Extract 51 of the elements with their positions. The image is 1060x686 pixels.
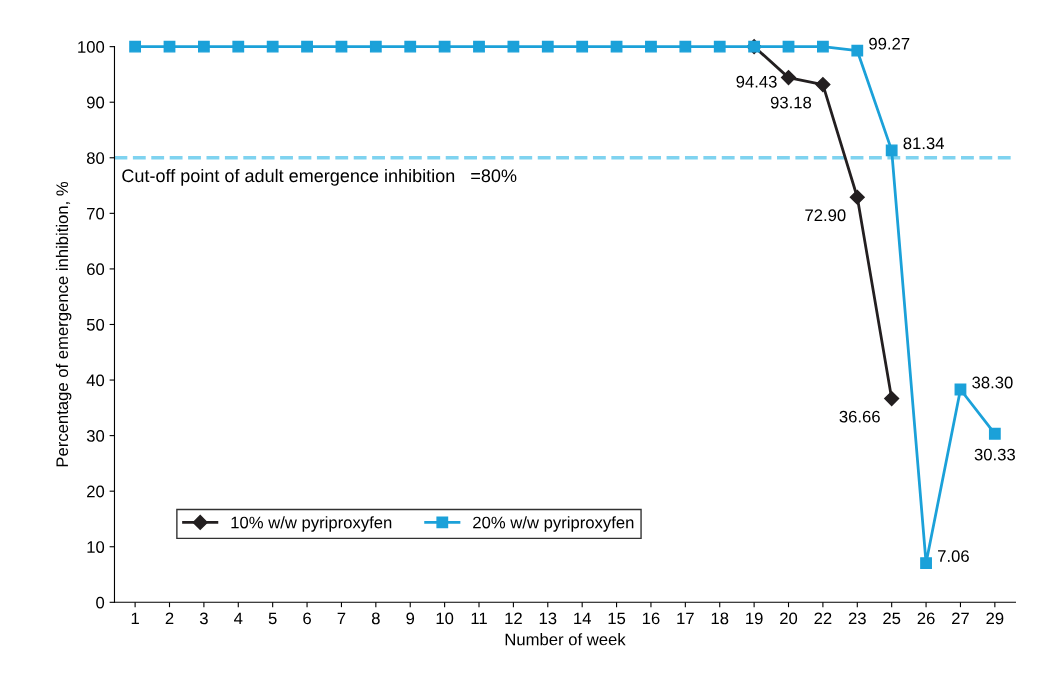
y-tick-label: 80	[86, 152, 105, 164]
x-tick-label: 25	[883, 612, 901, 625]
x-tick-label: 2	[165, 612, 174, 625]
y-tick-label: 70	[87, 207, 105, 220]
x-tick-label: 22	[814, 612, 832, 625]
y-tick-label: 50	[86, 318, 105, 331]
x-tick-label: 13	[539, 612, 557, 625]
x-tick-label: 14	[574, 612, 591, 625]
x-tick-label: 18	[711, 612, 729, 625]
data-label: 36.66	[839, 410, 880, 423]
x-tick-label: 9	[406, 612, 415, 625]
x-tick-label: 3	[199, 612, 208, 625]
x-tick-label: 27	[952, 612, 969, 625]
y-tick-label: 100	[78, 41, 105, 53]
y-tick-label: 90	[87, 96, 105, 109]
data-label: 94.43	[736, 75, 777, 88]
y-tick-label: 40	[86, 374, 105, 387]
y-tick-label: 30	[86, 430, 105, 442]
data-label: 7.06	[938, 550, 969, 562]
y-tick-label: 10	[87, 541, 105, 553]
legend-label: 10% w/w pyriproxyfen	[231, 516, 392, 532]
data-label: 30.33	[974, 448, 1015, 461]
legend-label: 20% w/w pyriproxyfen	[473, 516, 634, 532]
x-axis-title: Number of week	[505, 633, 626, 646]
y-tick-label: 20	[87, 485, 105, 498]
x-tick-label: 5	[268, 612, 277, 625]
x-tick-label: 4	[234, 612, 243, 625]
x-tick-label: 17	[677, 612, 694, 625]
x-tick-label: 23	[848, 612, 866, 625]
data-label: 93.18	[770, 96, 812, 109]
data-label: 99.27	[869, 37, 910, 50]
x-tick-label: 26	[917, 612, 935, 625]
x-tick-label: 6	[303, 612, 311, 625]
x-tick-label: 7	[337, 612, 346, 625]
ref-line-label: Cut-off point of adult emergence inhibition =80%	[122, 168, 517, 186]
x-tick-label: 29	[986, 612, 1004, 625]
x-tick-label: 1	[131, 612, 139, 625]
x-tick-label: 8	[371, 612, 380, 625]
x-tick-label: 16	[642, 612, 660, 625]
x-tick-label: 10	[436, 612, 454, 625]
data-label: 81.34	[903, 137, 945, 150]
x-tick-label: 12	[505, 612, 522, 625]
y-tick-label: 0	[96, 596, 105, 609]
data-label: 72.90	[805, 209, 846, 222]
y-axis-title: Percentage of emergence inhibition, %	[55, 181, 72, 467]
x-tick-label: 20	[780, 612, 798, 625]
y-tick-label: 60	[87, 263, 105, 276]
x-tick-label: 19	[746, 612, 763, 625]
data-label: 38.30	[972, 376, 1013, 389]
x-tick-label: 11	[471, 612, 487, 625]
x-tick-label: 15	[608, 612, 626, 625]
